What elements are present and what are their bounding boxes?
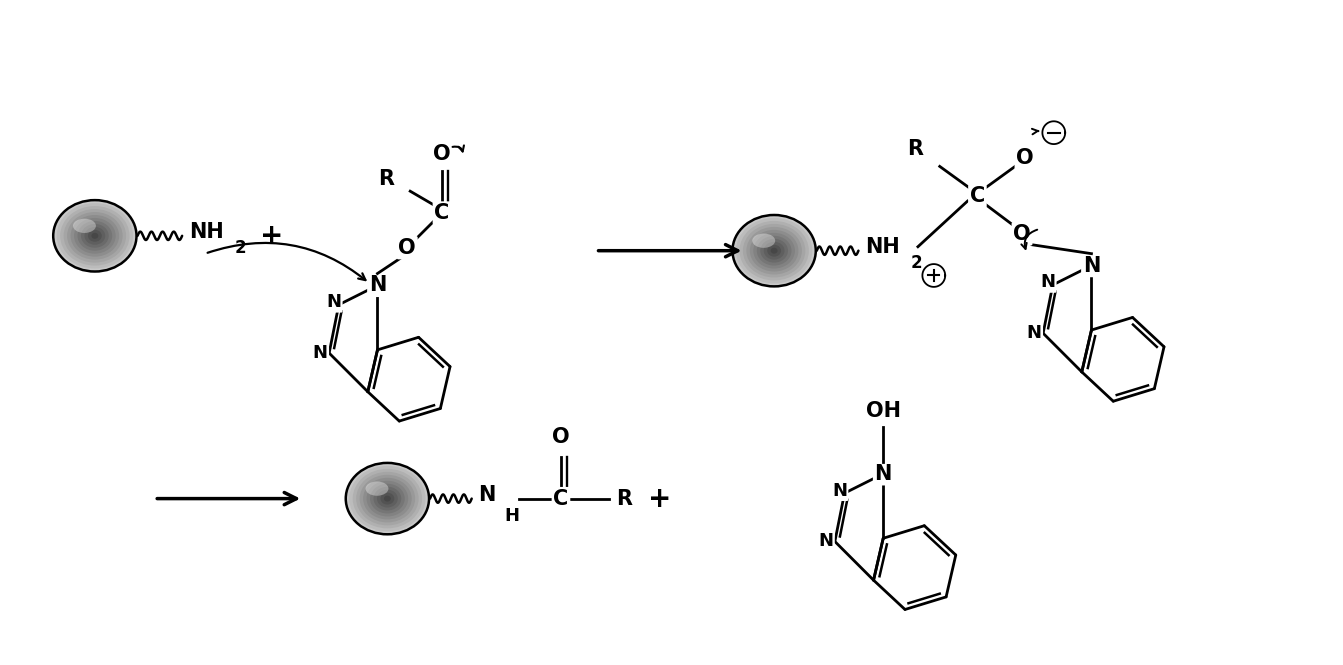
Text: N: N — [1039, 273, 1056, 291]
Text: NH: NH — [189, 222, 224, 242]
Text: N: N — [478, 485, 496, 505]
Ellipse shape — [760, 239, 788, 263]
Ellipse shape — [743, 224, 806, 277]
Text: NH: NH — [865, 237, 900, 257]
Text: +: + — [259, 222, 283, 250]
Text: N: N — [369, 275, 387, 295]
Ellipse shape — [757, 236, 791, 265]
Ellipse shape — [749, 230, 799, 271]
Ellipse shape — [345, 463, 428, 534]
Ellipse shape — [71, 215, 120, 257]
Ellipse shape — [349, 466, 426, 531]
Ellipse shape — [753, 233, 795, 269]
Text: O: O — [1013, 224, 1031, 244]
Text: N: N — [326, 293, 341, 311]
Text: N: N — [874, 464, 892, 484]
Text: R: R — [616, 489, 633, 509]
Text: R: R — [907, 138, 923, 158]
Ellipse shape — [732, 215, 815, 287]
Text: N: N — [818, 533, 834, 551]
Ellipse shape — [73, 219, 95, 233]
Ellipse shape — [736, 218, 813, 283]
Ellipse shape — [367, 481, 408, 517]
Ellipse shape — [78, 221, 113, 251]
Ellipse shape — [384, 495, 391, 501]
Ellipse shape — [365, 481, 388, 495]
Ellipse shape — [740, 221, 808, 281]
Text: O: O — [434, 144, 451, 164]
Ellipse shape — [74, 218, 115, 253]
Ellipse shape — [771, 248, 778, 253]
Text: 2: 2 — [235, 239, 246, 257]
Ellipse shape — [356, 472, 419, 525]
Text: N: N — [313, 344, 328, 362]
Ellipse shape — [85, 227, 105, 245]
Text: H: H — [505, 507, 520, 525]
Text: +: + — [649, 485, 672, 513]
Ellipse shape — [752, 233, 775, 248]
Ellipse shape — [81, 224, 109, 248]
Ellipse shape — [747, 227, 802, 275]
Ellipse shape — [63, 209, 126, 263]
Ellipse shape — [87, 230, 102, 242]
Text: R: R — [379, 170, 395, 190]
Ellipse shape — [54, 200, 137, 271]
Text: O: O — [552, 427, 569, 447]
FancyArrowPatch shape — [208, 243, 365, 280]
Ellipse shape — [767, 245, 782, 257]
Text: N: N — [1082, 255, 1100, 275]
FancyArrowPatch shape — [1021, 229, 1037, 249]
Ellipse shape — [360, 475, 415, 523]
Ellipse shape — [377, 489, 398, 507]
Ellipse shape — [764, 242, 784, 259]
Ellipse shape — [67, 212, 122, 259]
Ellipse shape — [60, 206, 129, 265]
Ellipse shape — [91, 233, 98, 239]
Ellipse shape — [56, 203, 133, 269]
Ellipse shape — [353, 469, 422, 529]
Text: OH: OH — [866, 402, 901, 422]
FancyArrowPatch shape — [1031, 129, 1038, 134]
Text: N: N — [831, 481, 847, 499]
Text: N: N — [1026, 325, 1042, 342]
Ellipse shape — [371, 483, 404, 513]
Text: O: O — [399, 237, 416, 258]
Text: C: C — [970, 186, 984, 206]
Text: 2: 2 — [911, 253, 923, 271]
Text: C: C — [434, 203, 450, 223]
FancyArrowPatch shape — [453, 146, 463, 152]
Ellipse shape — [373, 487, 402, 511]
Text: C: C — [553, 489, 568, 509]
Ellipse shape — [380, 493, 395, 505]
Ellipse shape — [363, 477, 412, 519]
Text: O: O — [1017, 148, 1034, 168]
